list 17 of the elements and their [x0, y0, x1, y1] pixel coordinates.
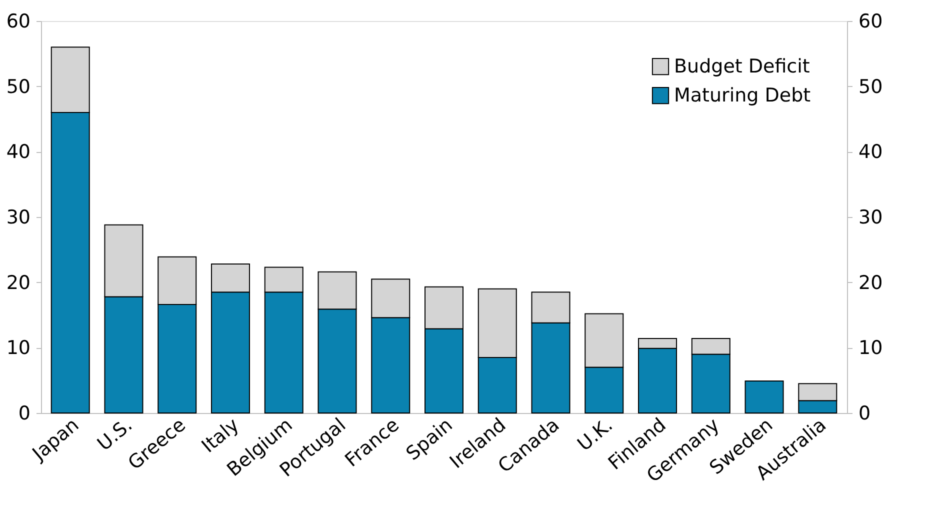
y-tick-label: 0 [18, 402, 30, 424]
y-tick-label: 20 [6, 272, 30, 294]
y-tick-label: 10 [6, 337, 30, 360]
y2-tick-label: 40 [858, 141, 883, 164]
y-tick-label: 60 [6, 10, 30, 32]
bar [744, 380, 784, 414]
y2-tick-label: 10 [858, 337, 883, 360]
y-tick-label: 30 [6, 206, 30, 228]
y2-tick-label: 60 [858, 10, 883, 32]
y2-tick-label: 50 [858, 76, 883, 98]
y2-tick-label: 30 [858, 206, 883, 228]
y2-tick-label: 20 [858, 272, 883, 294]
y-tick-label: 40 [6, 141, 30, 164]
y-tick-label: 50 [6, 76, 30, 98]
legend-label: Maturing Debt [674, 84, 811, 106]
y2-tick-label: 0 [858, 402, 871, 424]
legend-label: Budget Deficit [674, 56, 810, 78]
